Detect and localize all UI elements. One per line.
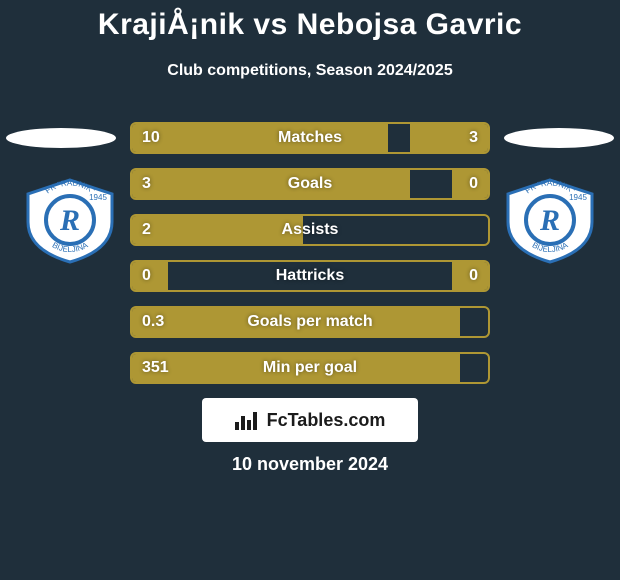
svg-text:R: R xyxy=(539,204,560,237)
player-left-silhouette xyxy=(6,128,116,148)
club-badge-left: R 1945 FK "RADNIK" BIJELJINA xyxy=(20,176,120,264)
stats-container: 103Matches 30Goals 2Assists 00Hattricks 0.3G… xyxy=(130,122,490,398)
stat-row: 30Goals xyxy=(130,168,490,200)
stat-row: 351Min per goal xyxy=(130,352,490,384)
snapshot-date: 10 november 2024 xyxy=(0,454,620,475)
stat-row: 2Assists xyxy=(130,214,490,246)
club-badge-right: R 1945 FK "RADNIK" BIJELJINA xyxy=(500,176,600,264)
stat-row: 00Hattricks xyxy=(130,260,490,292)
subtitle: Club competitions, Season 2024/2025 xyxy=(0,62,620,80)
stat-label: Assists xyxy=(132,216,488,246)
comparison-card: KrajiÅ¡nik vs Nebojsa Gavric Club compet… xyxy=(0,0,620,580)
bars-icon xyxy=(235,410,259,430)
page-title: KrajiÅ¡nik vs Nebojsa Gavric xyxy=(0,8,620,42)
player-right-silhouette xyxy=(504,128,614,148)
stat-label: Hattricks xyxy=(132,262,488,292)
stat-row: 0.3Goals per match xyxy=(130,306,490,338)
stat-label: Goals per match xyxy=(132,308,488,338)
stat-label: Min per goal xyxy=(132,354,488,384)
stat-row: 103Matches xyxy=(130,122,490,154)
stat-label: Matches xyxy=(132,124,488,154)
stat-label: Goals xyxy=(132,170,488,200)
source-logo-text: FcTables.com xyxy=(267,410,386,431)
badge-letter: R xyxy=(59,204,80,237)
source-logo: FcTables.com xyxy=(202,398,418,442)
